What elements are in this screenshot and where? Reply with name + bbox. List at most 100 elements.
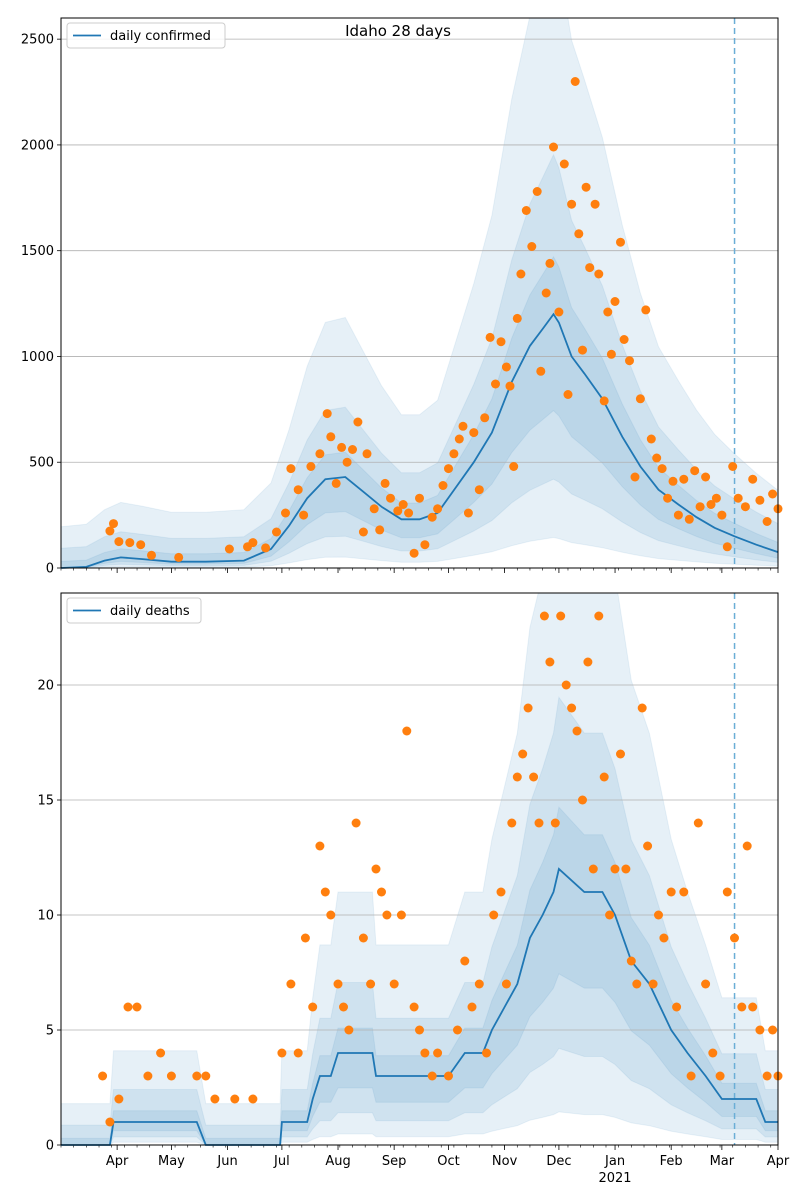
data-point — [643, 841, 653, 851]
data-point — [668, 476, 678, 486]
data-point — [581, 182, 591, 192]
data-point — [755, 1025, 765, 1035]
data-point — [619, 335, 629, 344]
deaths-chart: 0 5 10 15 20 Apr May Jun Jul Aug Sep Oct Nov Dec Jan F… — [37, 592, 790, 1186]
data-point — [590, 199, 600, 209]
data-point — [433, 504, 443, 514]
data-point — [684, 514, 694, 524]
data-point — [637, 703, 647, 713]
data-point — [331, 478, 341, 488]
data-point — [444, 1071, 453, 1081]
data-point — [339, 1002, 348, 1012]
data-point — [626, 956, 636, 966]
data-point — [539, 611, 549, 621]
y-tick-label: 1500 — [21, 244, 54, 259]
data-point — [369, 504, 379, 514]
confirmed-observed-points — [105, 77, 783, 562]
data-point — [460, 956, 470, 966]
data-point — [132, 1002, 142, 1012]
data-point — [616, 749, 625, 759]
data-point — [293, 485, 303, 495]
data-point — [616, 237, 625, 247]
data-point — [588, 864, 598, 874]
data-point — [496, 337, 506, 347]
data-point — [762, 517, 772, 526]
data-point — [358, 527, 368, 537]
data-point — [248, 538, 258, 548]
data-point — [501, 979, 511, 989]
data-point — [722, 542, 732, 552]
data-point — [156, 1048, 166, 1058]
y-tick-label: 15 — [37, 794, 54, 809]
data-point — [98, 1071, 108, 1081]
x-tick-label: Oct — [437, 1154, 459, 1169]
data-point — [768, 1025, 778, 1035]
deaths-legend-box — [66, 597, 202, 624]
confirmed-chart: 0 500 1000 1500 2000 2500 Idaho 28 days daily… — [21, 17, 783, 577]
data-point — [358, 933, 368, 943]
data-point — [420, 1048, 430, 1058]
data-point — [523, 703, 533, 713]
data-point — [105, 1117, 115, 1127]
data-point — [438, 481, 448, 490]
data-point — [337, 442, 347, 452]
data-point — [606, 349, 616, 359]
data-point — [561, 680, 571, 690]
data-point — [449, 449, 459, 459]
data-point — [277, 1048, 287, 1058]
data-point — [605, 910, 615, 920]
data-point — [594, 269, 604, 279]
data-point — [632, 979, 642, 989]
data-point — [599, 772, 609, 782]
data-point — [348, 445, 357, 454]
data-point — [549, 142, 558, 152]
y-tick-label: 0 — [46, 562, 54, 577]
data-point — [485, 332, 495, 342]
confirmed-legend: daily confirmed — [66, 22, 226, 49]
data-point — [545, 258, 555, 268]
data-point — [147, 550, 156, 560]
data-point — [125, 538, 135, 548]
data-point — [469, 428, 479, 438]
data-point — [603, 307, 613, 317]
data-point — [453, 1025, 462, 1035]
data-point — [701, 979, 711, 989]
data-point — [286, 979, 296, 989]
data-point — [762, 1071, 772, 1081]
data-point — [333, 979, 343, 989]
deaths-x-ticks: Apr May Jun Jul Aug Sep Oct Nov Dec Jan Feb Mar Apr — [60, 1145, 790, 1169]
legend-daily-confirmed: daily confirmed — [110, 29, 211, 44]
data-point — [114, 537, 124, 547]
data-point — [326, 432, 336, 442]
data-point — [755, 495, 765, 505]
data-point — [427, 1071, 437, 1081]
data-point — [648, 979, 658, 989]
data-point — [299, 510, 309, 520]
data-point — [386, 493, 395, 503]
deaths-legend: daily deaths — [66, 597, 202, 624]
data-point — [480, 413, 490, 423]
data-point — [396, 910, 406, 920]
data-point — [353, 417, 363, 427]
data-point — [578, 345, 587, 355]
y-tick-label: 1000 — [21, 350, 54, 365]
data-point — [380, 478, 390, 488]
data-point — [711, 493, 721, 503]
data-point — [322, 409, 332, 419]
x-tick-label: Mar — [710, 1154, 735, 1169]
data-point — [320, 887, 330, 897]
data-point — [261, 543, 271, 553]
data-point — [534, 818, 544, 828]
data-point — [398, 500, 408, 509]
uncertainty-band — [61, 255, 778, 568]
x-tick-label: Jul — [273, 1154, 290, 1169]
x-tick-label: Dec — [546, 1154, 571, 1169]
x-tick-label: Aug — [325, 1154, 350, 1169]
data-point — [654, 910, 663, 920]
data-point — [463, 508, 473, 518]
data-point — [529, 772, 539, 782]
data-point — [501, 362, 511, 372]
data-point — [570, 77, 580, 86]
data-point — [545, 657, 555, 667]
